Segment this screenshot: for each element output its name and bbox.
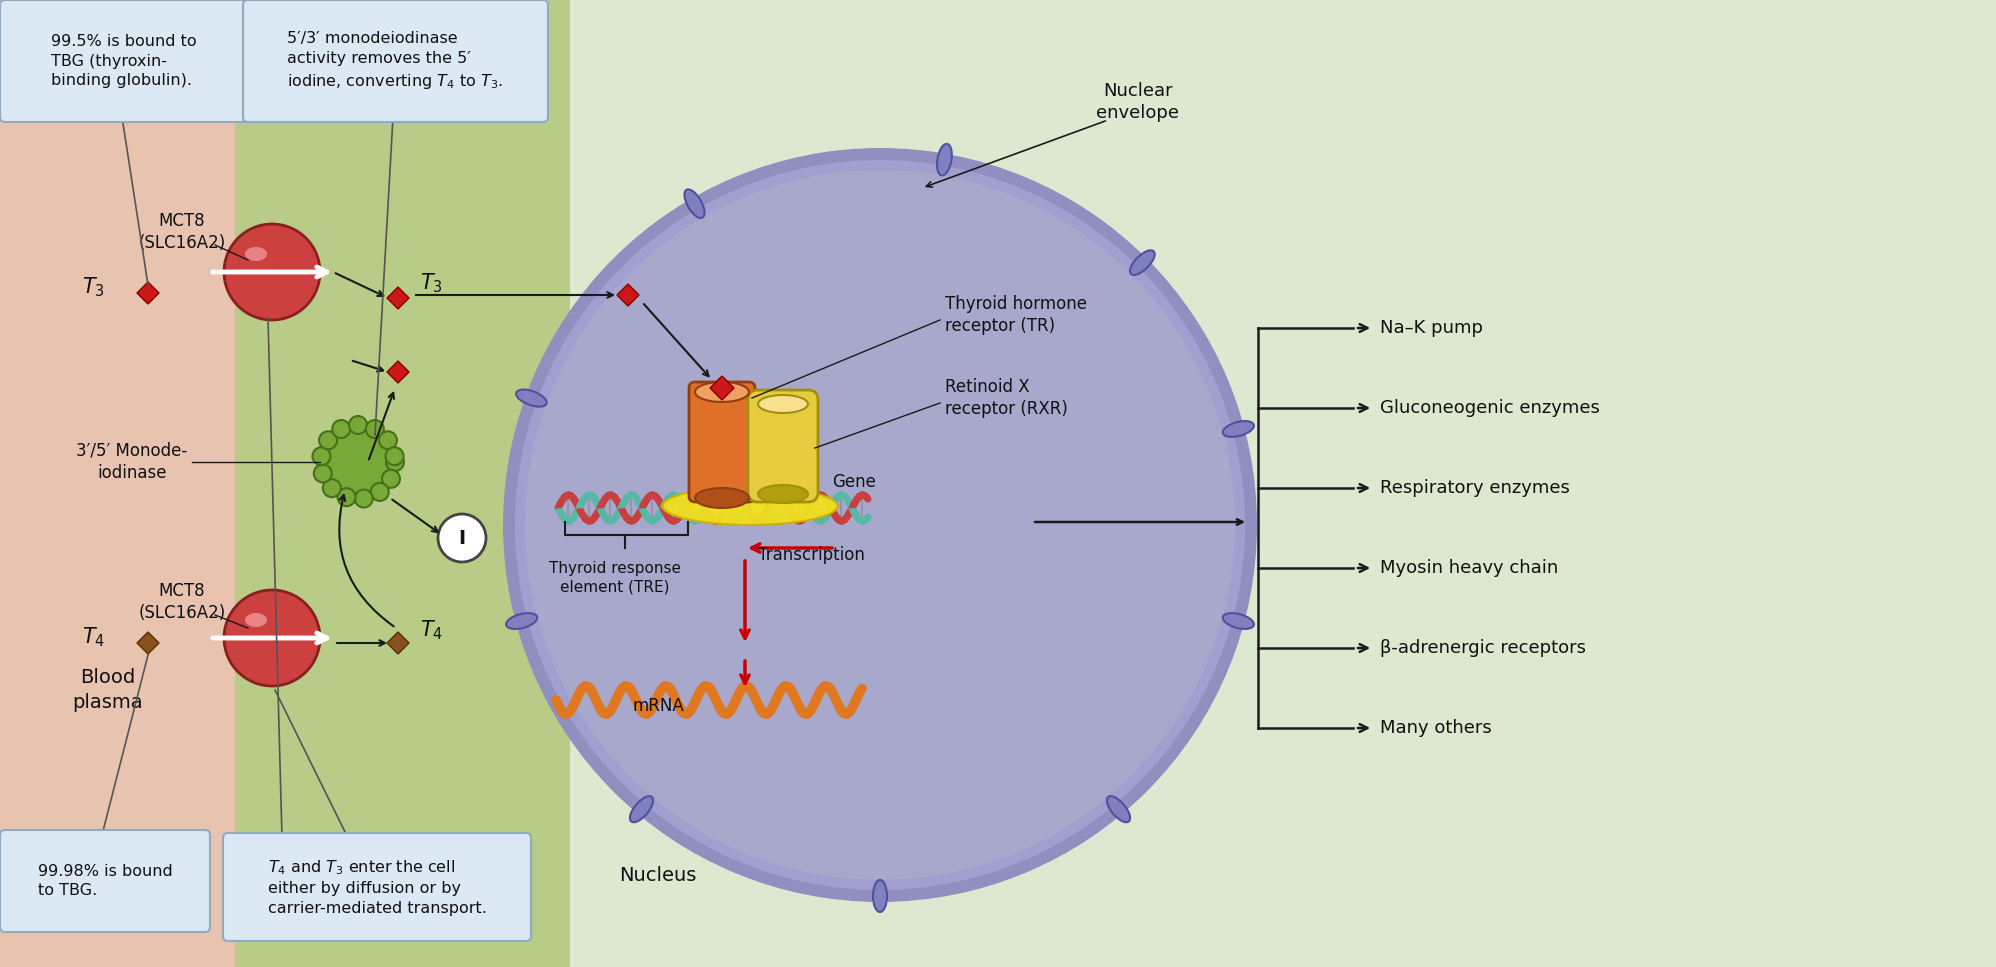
Circle shape	[224, 224, 319, 320]
Text: Cytosol: Cytosol	[363, 865, 437, 885]
Text: I: I	[459, 529, 465, 547]
Text: Gluconeogenic enzymes: Gluconeogenic enzymes	[1379, 399, 1601, 417]
Ellipse shape	[1224, 421, 1253, 437]
Text: Retinoid X
receptor (RXR): Retinoid X receptor (RXR)	[944, 378, 1068, 418]
Text: MCT8
(SLC16A2): MCT8 (SLC16A2)	[138, 582, 226, 622]
Circle shape	[365, 420, 383, 438]
Polygon shape	[138, 632, 160, 654]
Text: 5′/3′ monodeiodinase
activity removes the 5′
iodine, converting $T_4$ to $T_3$.: 5′/3′ monodeiodinase activity removes th…	[287, 31, 503, 91]
Text: Many others: Many others	[1379, 719, 1491, 737]
Circle shape	[317, 422, 397, 502]
Circle shape	[379, 431, 397, 450]
Text: $T_4$: $T_4$	[419, 618, 443, 642]
Ellipse shape	[695, 488, 748, 508]
Polygon shape	[138, 282, 160, 304]
Text: Nucleus: Nucleus	[619, 865, 697, 885]
Ellipse shape	[517, 390, 547, 407]
Text: β-adrenergic receptors: β-adrenergic receptors	[1379, 639, 1587, 657]
Ellipse shape	[758, 395, 808, 413]
Text: Thyroid response
element (TRE): Thyroid response element (TRE)	[549, 561, 681, 595]
Circle shape	[525, 170, 1236, 880]
FancyBboxPatch shape	[748, 390, 818, 502]
Circle shape	[385, 453, 403, 471]
Circle shape	[337, 488, 355, 506]
Circle shape	[319, 431, 337, 450]
Polygon shape	[387, 361, 409, 383]
FancyBboxPatch shape	[0, 830, 210, 932]
Ellipse shape	[685, 190, 705, 218]
FancyBboxPatch shape	[244, 0, 549, 122]
Ellipse shape	[872, 880, 886, 912]
Ellipse shape	[246, 613, 267, 627]
Ellipse shape	[631, 796, 653, 822]
Text: 99.5% is bound to
TBG (thyroxin-
binding globulin).: 99.5% is bound to TBG (thyroxin- binding…	[52, 34, 198, 88]
Text: $T_3$: $T_3$	[419, 271, 443, 295]
Ellipse shape	[663, 487, 838, 525]
Circle shape	[313, 464, 331, 483]
Ellipse shape	[1130, 250, 1154, 275]
FancyBboxPatch shape	[689, 382, 754, 502]
Text: Transcription: Transcription	[758, 546, 864, 564]
Text: Nuclear
envelope: Nuclear envelope	[1096, 82, 1180, 122]
Text: 99.98% is bound
to TBG.: 99.98% is bound to TBG.	[38, 864, 172, 898]
Polygon shape	[617, 284, 639, 306]
Ellipse shape	[758, 485, 808, 503]
Circle shape	[313, 447, 331, 465]
Bar	[236, 0, 571, 967]
Bar	[571, 0, 1996, 967]
Text: $T_3$: $T_3$	[82, 276, 106, 299]
Circle shape	[371, 483, 389, 501]
Circle shape	[437, 514, 485, 562]
Text: $T_4$ and $T_3$ enter the cell
either by diffusion or by
carrier-mediated transp: $T_4$ and $T_3$ enter the cell either by…	[267, 858, 487, 916]
Circle shape	[381, 470, 399, 487]
Text: Gene: Gene	[832, 473, 876, 491]
Circle shape	[515, 160, 1246, 890]
Text: Thyroid hormone
receptor (TR): Thyroid hormone receptor (TR)	[944, 295, 1088, 336]
Text: 3′/5′ Monode-
iodinase: 3′/5′ Monode- iodinase	[76, 442, 188, 483]
Polygon shape	[387, 632, 409, 654]
Text: MCT8
(SLC16A2): MCT8 (SLC16A2)	[138, 212, 226, 252]
Circle shape	[224, 590, 319, 686]
FancyBboxPatch shape	[0, 0, 248, 122]
Ellipse shape	[936, 144, 952, 175]
Ellipse shape	[507, 613, 537, 629]
Circle shape	[503, 148, 1257, 902]
Circle shape	[331, 420, 349, 438]
Text: Na–K pump: Na–K pump	[1379, 319, 1483, 337]
Text: mRNA: mRNA	[633, 697, 685, 715]
Text: $T_4$: $T_4$	[82, 626, 106, 649]
Circle shape	[355, 489, 373, 508]
Ellipse shape	[695, 382, 748, 402]
Ellipse shape	[1108, 796, 1130, 822]
Circle shape	[323, 480, 341, 497]
Text: Myosin heavy chain: Myosin heavy chain	[1379, 559, 1559, 577]
Polygon shape	[711, 376, 735, 400]
Ellipse shape	[246, 247, 267, 261]
Text: Blood
plasma: Blood plasma	[72, 668, 144, 712]
Text: Respiratory enzymes: Respiratory enzymes	[1379, 479, 1571, 497]
Circle shape	[349, 416, 367, 434]
Circle shape	[385, 447, 403, 465]
Polygon shape	[387, 287, 409, 309]
Ellipse shape	[1224, 613, 1253, 629]
Bar	[0, 0, 236, 967]
FancyBboxPatch shape	[224, 833, 531, 941]
